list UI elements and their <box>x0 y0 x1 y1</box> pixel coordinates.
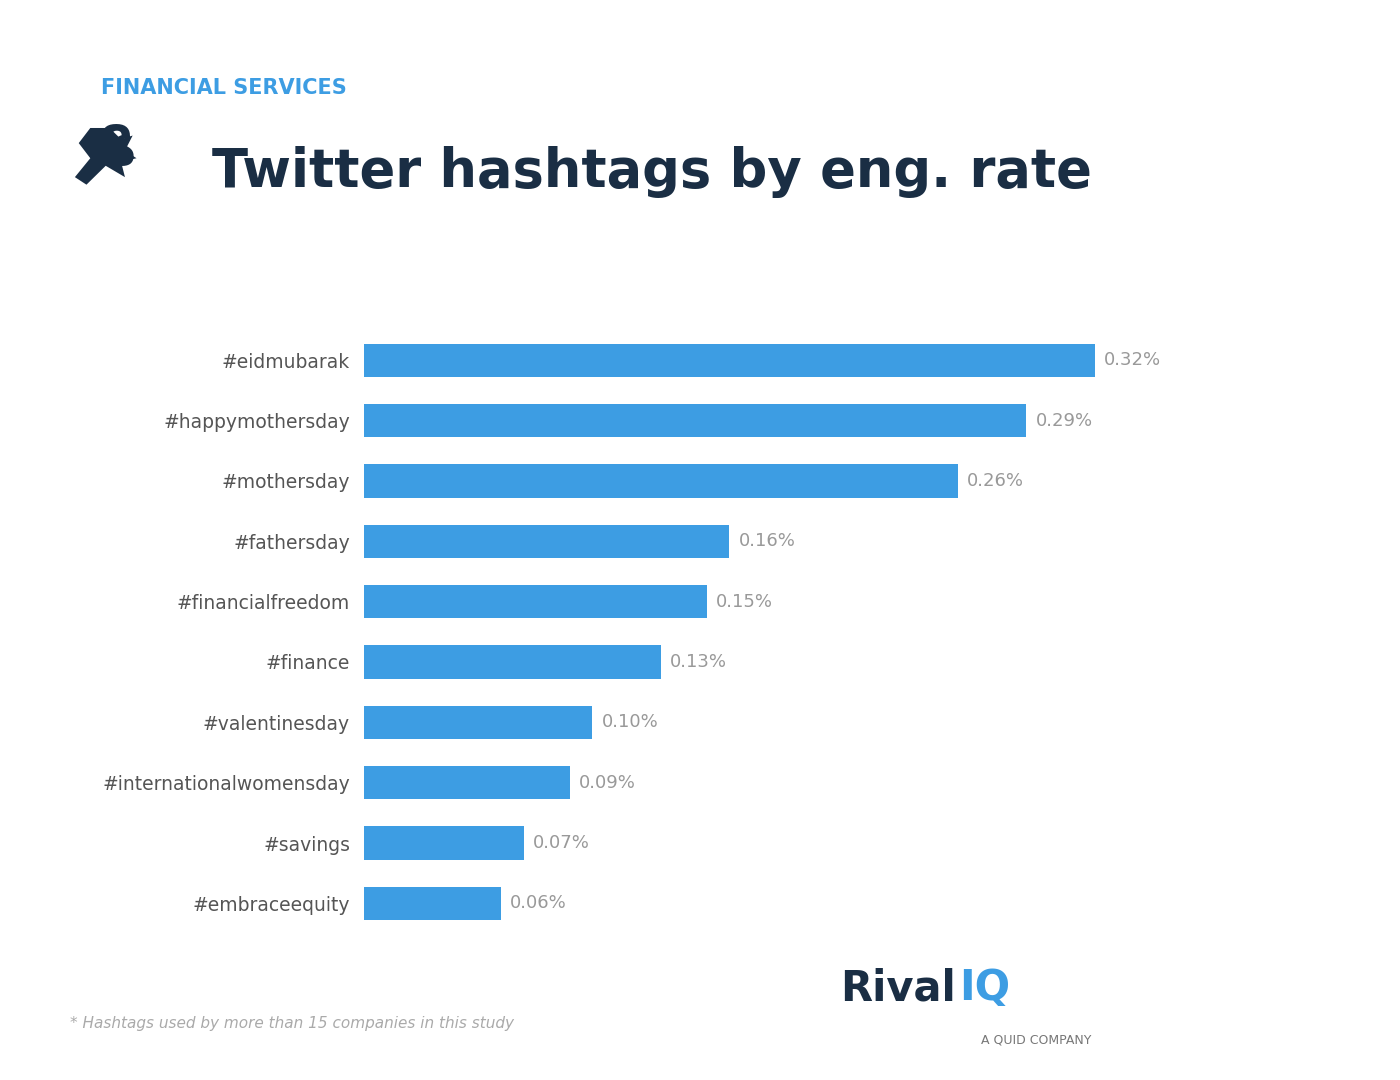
Text: 0.09%: 0.09% <box>578 773 636 792</box>
PathPatch shape <box>76 127 137 185</box>
Text: 0.15%: 0.15% <box>715 593 773 610</box>
Text: Rival: Rival <box>840 968 956 1009</box>
Bar <box>364 887 501 920</box>
Text: 0.29%: 0.29% <box>1036 411 1092 430</box>
Bar <box>364 705 592 739</box>
Text: 0.10%: 0.10% <box>602 713 658 731</box>
Bar <box>364 646 661 678</box>
Text: ß: ß <box>98 124 136 176</box>
Text: 0.06%: 0.06% <box>510 894 567 913</box>
Bar <box>364 585 707 618</box>
Text: A QUID COMPANY: A QUID COMPANY <box>981 1034 1091 1047</box>
Text: 0.32%: 0.32% <box>1105 351 1161 369</box>
Text: 0.13%: 0.13% <box>671 653 727 671</box>
Text: IQ: IQ <box>959 968 1009 1009</box>
Bar <box>364 464 958 498</box>
Bar <box>364 826 524 860</box>
Text: 0.26%: 0.26% <box>967 472 1023 490</box>
Text: * Hashtags used by more than 15 companies in this study: * Hashtags used by more than 15 companie… <box>70 1016 514 1030</box>
Text: 0.16%: 0.16% <box>739 532 795 551</box>
Text: 0.07%: 0.07% <box>533 834 589 852</box>
Bar <box>364 343 1095 377</box>
Bar <box>364 404 1026 437</box>
Text: Twitter hashtags by eng. rate: Twitter hashtags by eng. rate <box>211 146 1092 198</box>
Text: FINANCIAL SERVICES: FINANCIAL SERVICES <box>101 78 347 98</box>
Bar <box>364 525 729 558</box>
Bar <box>364 766 570 799</box>
